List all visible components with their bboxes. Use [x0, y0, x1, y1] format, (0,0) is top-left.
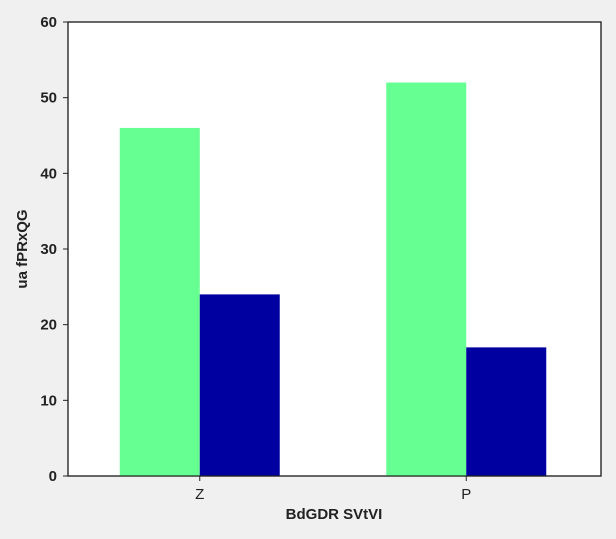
- bars-group: [119, 82, 547, 477]
- y-tick-label: 40: [40, 165, 57, 182]
- y-tick-label: 10: [40, 392, 57, 409]
- x-tick-label: P: [461, 486, 471, 503]
- y-axis-ticks: 0 10 20 30 40 50 60: [40, 14, 68, 485]
- plot-border: [67, 21, 602, 477]
- y-tick-label: 20: [40, 317, 57, 334]
- bar-Z-series-1: [119, 127, 200, 476]
- y-tick-label: 30: [40, 241, 57, 258]
- y-axis-title: ua fPRxQG: [14, 209, 31, 288]
- y-tick-label: 0: [49, 468, 57, 485]
- bar-P-series-1: [386, 82, 467, 477]
- bar-Z-series-2: [199, 294, 280, 476]
- bar-P-series-2: [466, 347, 547, 476]
- y-tick-label: 60: [40, 14, 57, 31]
- x-tick-label: Z: [195, 486, 204, 503]
- x-axis-title: BdGDR SVtVI: [286, 506, 383, 523]
- y-tick-label: 50: [40, 90, 57, 107]
